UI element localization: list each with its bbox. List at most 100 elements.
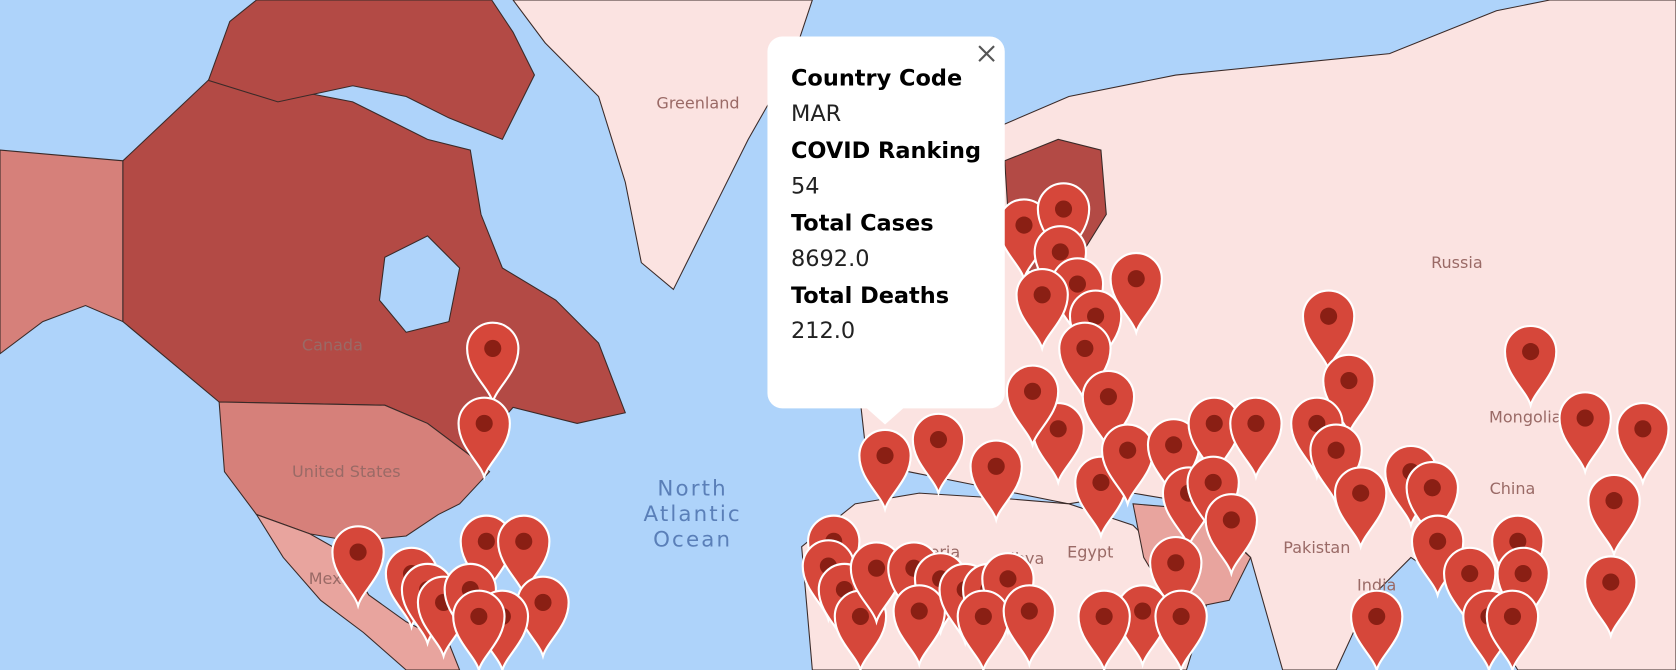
field-label: COVID Ranking bbox=[791, 138, 981, 164]
arctic-islands bbox=[207, 0, 536, 141]
marker[interactable] bbox=[331, 525, 385, 610]
marker[interactable] bbox=[1405, 460, 1460, 546]
field-value: 54 bbox=[791, 173, 820, 199]
marker[interactable] bbox=[1485, 589, 1540, 670]
marker-dot bbox=[974, 607, 992, 625]
marker-pin bbox=[1301, 289, 1356, 374]
marker-dot bbox=[1320, 307, 1338, 325]
marker[interactable] bbox=[892, 584, 946, 669]
marker-dot bbox=[1522, 343, 1540, 361]
hudson-bay bbox=[378, 235, 461, 333]
field-value: 8692.0 bbox=[791, 246, 870, 272]
marker-dot bbox=[1602, 573, 1620, 591]
ocean-label: Ocean bbox=[653, 528, 732, 553]
marker-pin bbox=[1558, 391, 1612, 476]
marker-pin bbox=[1005, 364, 1060, 449]
marker-dot bbox=[1368, 607, 1386, 625]
country-label: Egypt bbox=[1067, 542, 1113, 561]
marker-dot bbox=[515, 532, 533, 550]
marker-dot bbox=[1095, 607, 1113, 625]
marker-dot bbox=[1205, 414, 1223, 433]
marker-dot bbox=[470, 607, 488, 625]
marker-pin bbox=[331, 525, 385, 610]
marker[interactable] bbox=[1616, 402, 1670, 487]
marker-dot bbox=[1340, 371, 1358, 390]
marker-dot bbox=[1605, 492, 1623, 510]
marker-pin bbox=[457, 396, 511, 481]
marker-pin bbox=[1109, 251, 1163, 337]
marker-dot bbox=[1119, 441, 1137, 459]
marker[interactable] bbox=[911, 412, 966, 498]
marker-dot bbox=[1054, 200, 1073, 218]
marker[interactable] bbox=[1187, 396, 1241, 481]
marker-pin bbox=[1587, 473, 1641, 559]
marker[interactable] bbox=[1333, 466, 1388, 551]
marker[interactable] bbox=[1005, 364, 1060, 449]
marker[interactable] bbox=[1002, 584, 1057, 669]
marker-pin bbox=[1485, 589, 1540, 670]
marker-dot bbox=[1068, 275, 1086, 293]
marker[interactable] bbox=[1584, 555, 1638, 640]
country-label: India bbox=[1357, 576, 1396, 595]
field-label: Country Code bbox=[791, 66, 962, 92]
marker[interactable] bbox=[1154, 589, 1208, 670]
marker[interactable] bbox=[956, 589, 1011, 670]
marker[interactable] bbox=[1503, 324, 1558, 410]
country-label: United States bbox=[292, 462, 401, 481]
field-value: 212.0 bbox=[791, 318, 855, 344]
close-icon bbox=[978, 45, 995, 62]
marker-pin bbox=[1503, 324, 1558, 410]
field-value: MAR bbox=[791, 101, 841, 127]
marker[interactable] bbox=[1036, 182, 1091, 267]
marker[interactable] bbox=[1587, 473, 1641, 559]
marker-dot bbox=[1167, 554, 1185, 572]
marker[interactable] bbox=[457, 396, 511, 481]
marker[interactable] bbox=[1149, 536, 1203, 621]
marker[interactable] bbox=[1349, 589, 1404, 670]
marker-pin bbox=[1058, 321, 1112, 406]
marker-dot bbox=[1327, 441, 1345, 459]
field-label: Total Cases bbox=[791, 210, 934, 236]
marker-pin bbox=[1333, 466, 1388, 551]
close-button[interactable] bbox=[978, 45, 995, 62]
marker[interactable] bbox=[497, 514, 551, 599]
marker-dot bbox=[475, 414, 493, 433]
marker-dot bbox=[349, 543, 367, 561]
marker-dot bbox=[1015, 216, 1033, 234]
marker[interactable] bbox=[1077, 589, 1131, 670]
info-window: Country Code MAR COVID Ranking 54 Total Case… bbox=[767, 36, 1005, 425]
marker[interactable] bbox=[1301, 289, 1356, 374]
field-label: Total Deaths bbox=[791, 283, 949, 309]
marker[interactable] bbox=[1015, 268, 1069, 353]
marker[interactable] bbox=[1058, 321, 1112, 406]
marker-pin bbox=[956, 589, 1011, 670]
marker-pin bbox=[1100, 423, 1155, 508]
marker-dot bbox=[1127, 270, 1145, 288]
marker-pin bbox=[1149, 536, 1203, 621]
marker[interactable] bbox=[1100, 423, 1155, 508]
marker-dot bbox=[1020, 602, 1038, 620]
marker[interactable] bbox=[858, 428, 912, 514]
marker[interactable] bbox=[969, 439, 1023, 524]
marker[interactable] bbox=[1558, 391, 1612, 476]
marker[interactable] bbox=[1081, 369, 1136, 455]
marker-pin bbox=[1584, 555, 1638, 640]
marker[interactable] bbox=[1204, 493, 1259, 578]
info-fields: Country Code MAR COVID Ranking 54 Total Case… bbox=[791, 66, 981, 344]
marker-pin bbox=[1015, 268, 1069, 353]
marker-pin bbox=[1204, 493, 1259, 578]
marker-pin bbox=[1077, 589, 1131, 670]
marker[interactable] bbox=[452, 589, 506, 670]
country-label: Canada bbox=[302, 336, 363, 355]
country-label: Russia bbox=[1431, 253, 1483, 272]
country-label: China bbox=[1490, 479, 1536, 498]
marker-dot bbox=[534, 593, 552, 612]
marker[interactable] bbox=[1229, 396, 1283, 481]
marker-dot bbox=[1247, 414, 1265, 433]
marker-pin bbox=[1154, 589, 1208, 670]
marker[interactable] bbox=[466, 321, 520, 406]
marker[interactable] bbox=[1109, 251, 1163, 337]
marker-dot bbox=[1172, 607, 1190, 625]
marker-pin bbox=[1229, 396, 1283, 481]
